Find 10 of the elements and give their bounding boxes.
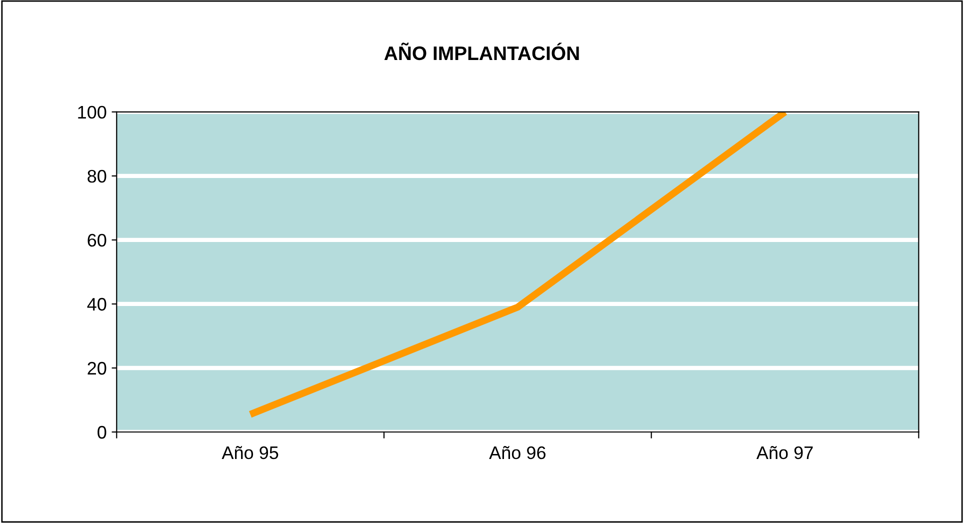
chart-title: AÑO IMPLANTACIÓN	[384, 42, 579, 60]
y-tick-label: 80	[88, 170, 106, 183]
y-tick-label: 60	[88, 234, 106, 247]
x-tick-label: Año 96	[489, 446, 546, 460]
y-tick-label: 0	[98, 426, 106, 439]
y-tick-label: 40	[87, 298, 106, 311]
y-tick-label: 100	[78, 106, 106, 119]
y-tick-label: 20	[88, 362, 106, 375]
x-tick-label: Año 97	[756, 446, 813, 460]
x-tick-label: Año 95	[222, 446, 278, 460]
